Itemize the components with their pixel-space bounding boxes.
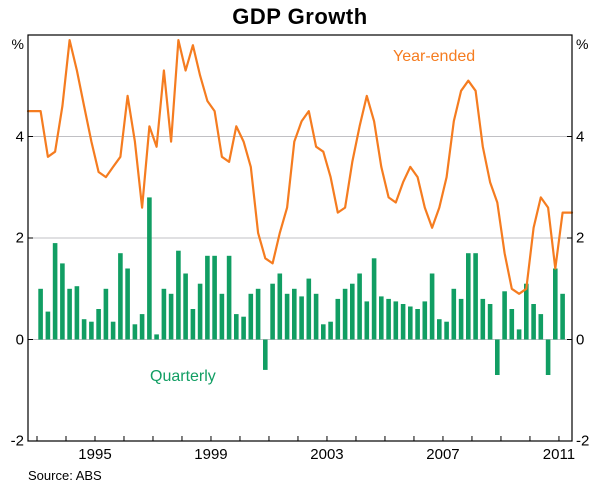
chart-title: GDP Growth [232,4,368,29]
source-note: Source: ABS [28,468,102,483]
legend-year-ended: Year-ended [393,48,476,65]
y-axis-unit-left: % [11,36,24,52]
legend-quarterly: Quarterly [150,368,216,385]
y-axis-unit-right: % [576,36,589,52]
